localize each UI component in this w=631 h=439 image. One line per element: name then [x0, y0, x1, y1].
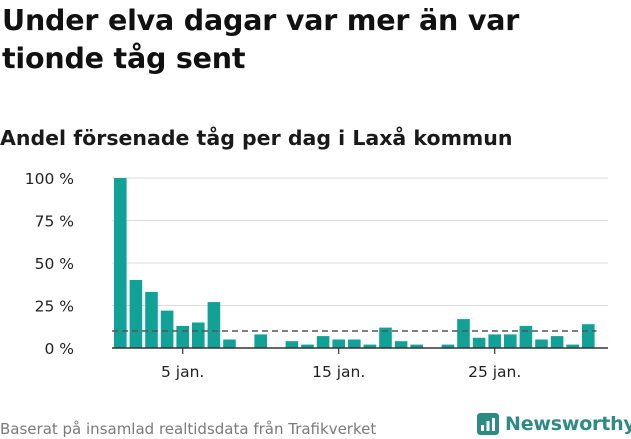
x-tick-label: 25 jan. — [468, 363, 521, 381]
bar — [207, 302, 221, 348]
brand-name: Newsworthy — [505, 413, 631, 435]
bar — [114, 178, 127, 348]
y-tick-label: 100 % — [25, 170, 74, 188]
newsworthy-logo-icon — [477, 413, 499, 435]
bar — [504, 334, 517, 348]
chart-subtitle: Andel försenade tåg per dag i Laxå kommu… — [0, 126, 513, 150]
bar — [394, 341, 408, 348]
bar — [582, 324, 595, 348]
y-axis-ticks: 0 % 25 % 50 % 75 % 100 % — [25, 170, 74, 358]
bar — [472, 337, 486, 348]
bar — [160, 310, 174, 348]
bar — [316, 336, 330, 348]
bar — [441, 344, 455, 348]
y-tick-label: 25 % — [35, 298, 74, 316]
x-tick-label: 15 jan. — [312, 363, 365, 381]
y-tick-label: 50 % — [35, 255, 74, 273]
bar — [457, 319, 470, 348]
bar — [410, 344, 423, 348]
y-tick-label: 0 % — [44, 340, 74, 358]
bar — [285, 341, 299, 348]
bar — [192, 322, 205, 348]
x-tick-label: 5 jan. — [161, 363, 204, 381]
bar — [535, 339, 548, 348]
bar — [550, 336, 564, 348]
bars — [114, 178, 595, 348]
bar — [145, 291, 158, 348]
bar — [488, 334, 501, 348]
bar — [363, 344, 377, 348]
newsworthy-logo: Newsworthy — [477, 410, 631, 438]
bar-chart: 0 % 25 % 50 % 75 % 100 % 5 jan. 15 jan. 25 jan… — [25, 170, 608, 381]
bar — [176, 325, 189, 348]
bar — [223, 339, 236, 348]
bar — [254, 334, 267, 348]
bar — [379, 327, 392, 348]
bar — [348, 339, 361, 348]
bar — [566, 344, 579, 348]
bar — [129, 280, 143, 348]
bar — [519, 325, 533, 348]
x-axis: 5 jan. 15 jan. 25 jan. — [112, 347, 608, 381]
gridlines — [112, 177, 608, 306]
source-note: Baserat på insamlad realtidsdata från Tr… — [0, 420, 377, 438]
bar — [332, 339, 345, 348]
y-tick-label: 75 % — [35, 213, 74, 231]
bar — [301, 344, 314, 348]
chart-title: Under elva dagar var mer än var tionde t… — [2, 4, 520, 75]
